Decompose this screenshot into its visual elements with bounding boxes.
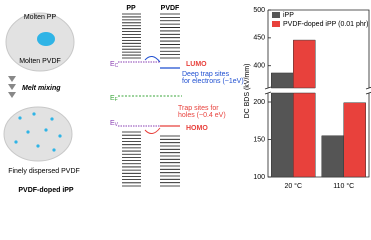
y-tick-label: 500 (253, 7, 265, 14)
axis-break (264, 86, 371, 95)
x-tick-label: 20 °C (284, 182, 302, 190)
mixed-blob (3, 106, 73, 162)
legend-label: PVDF-doped iPP (0.01 phr) (283, 21, 368, 28)
y-axis-label: DC BDS (kV/mm) (244, 64, 251, 119)
legend-label: iPP (283, 12, 294, 19)
y-tick-label: 450 (253, 35, 265, 42)
arrow (8, 76, 16, 98)
annotation: holes (~0.4 eV) (178, 112, 226, 119)
label: Molten PP (24, 14, 57, 21)
level-label: EC (110, 61, 119, 69)
figure: Molten PP Molten PVDF Melt mixing Finely… (3, 5, 371, 194)
y-tick-label: 100 (253, 174, 265, 181)
level-label: LUMO (186, 61, 207, 68)
annotation: Trap sites for (178, 105, 219, 112)
bar (293, 39, 316, 178)
label: Melt mixing (22, 85, 61, 92)
bar (343, 102, 366, 178)
column-label: PVDF (161, 5, 180, 12)
electron-arrow (144, 56, 161, 63)
legend-swatch (272, 12, 280, 18)
legend-swatch (272, 21, 280, 27)
dispersed-particles (14, 112, 62, 152)
annotation: Deep trap sites (182, 71, 230, 78)
axis (267, 9, 370, 178)
pvdf-droplet (37, 32, 55, 46)
label: Molten PVDF (19, 58, 61, 65)
level-label: HOMO (186, 125, 208, 132)
label: PVDF-doped iPP (18, 187, 74, 194)
annotation: for electrons (~1eV) (182, 78, 244, 85)
column-label: PP (126, 5, 136, 12)
y-tick-label: 400 (253, 63, 265, 70)
y-tick-label: 200 (253, 99, 265, 106)
level-label: EV (110, 120, 119, 128)
bar (321, 135, 344, 178)
band-states (122, 13, 180, 187)
x-tick-label: 110 °C (333, 182, 354, 190)
level-label: EF (110, 95, 118, 103)
label: Finely dispersed PVDF (8, 168, 80, 175)
y-tick-label: 150 (253, 136, 265, 143)
bar (271, 72, 294, 178)
bar-chart: DC BDS (kV/mm) 100 150 200 400 450 500 20 °C 11… (244, 7, 371, 190)
hole-arrow (144, 127, 161, 134)
